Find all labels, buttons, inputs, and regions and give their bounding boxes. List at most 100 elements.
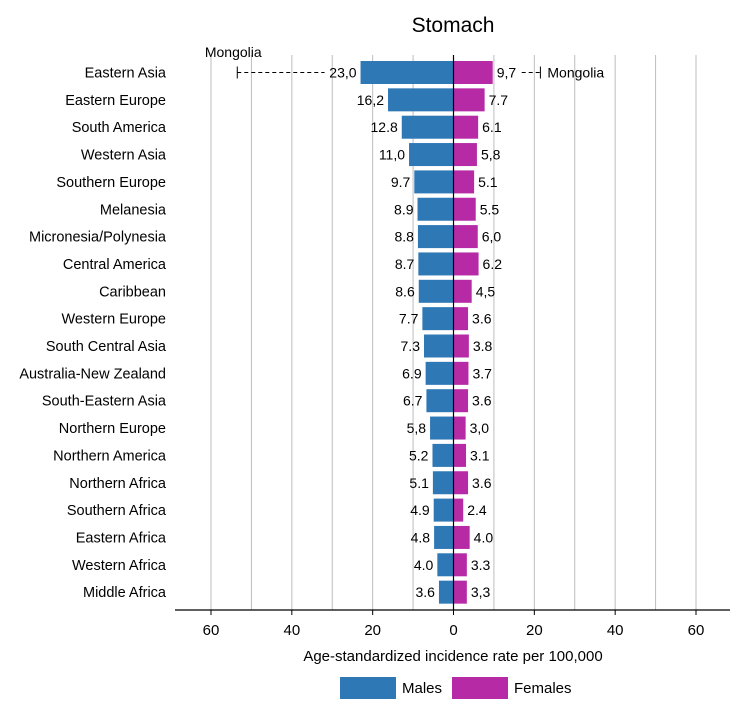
value-label-males: 5,8: [407, 420, 427, 436]
category-label: Melanesia: [100, 202, 167, 218]
category-label: Western Africa: [72, 558, 167, 574]
bar-females: [453, 252, 479, 276]
value-label-females: 3.6: [472, 311, 492, 327]
category-label: South-Eastern Asia: [42, 394, 167, 410]
value-label-males: 8.9: [394, 201, 414, 217]
bar-females: [453, 115, 479, 139]
value-label-females: 9,7: [497, 65, 517, 81]
bar-females: [453, 443, 467, 467]
category-label: Southern Europe: [56, 175, 166, 191]
bar-females: [453, 61, 493, 84]
x-tick-label: 40: [607, 622, 624, 639]
bar-females: [453, 553, 467, 577]
x-tick-label: 20: [526, 622, 543, 639]
value-label-females: 6.2: [483, 256, 503, 272]
value-label-males: 16,2: [357, 92, 384, 108]
bar-males: [418, 252, 454, 276]
value-label-females: 3.8: [473, 338, 493, 354]
value-label-males: 8.8: [394, 229, 414, 245]
bar-females: [453, 389, 469, 413]
bar-males: [388, 88, 454, 112]
value-label-females: 6.1: [482, 119, 502, 135]
bar-females: [453, 580, 467, 604]
value-label-males: 12.8: [371, 119, 398, 135]
value-label-males: 8.6: [395, 283, 415, 299]
value-label-females: 5,8: [481, 147, 501, 163]
value-label-males: 4.8: [411, 529, 431, 545]
category-label: Western Europe: [61, 312, 166, 328]
bar-females: [453, 416, 466, 440]
value-label-females: 3,0: [470, 420, 490, 436]
category-label: Northern Africa: [69, 476, 167, 492]
category-label: Northern Europe: [59, 421, 166, 437]
bar-males: [438, 580, 454, 604]
category-label: Eastern Europe: [65, 93, 166, 109]
category-label: Australia-New Zealand: [19, 366, 166, 382]
value-label-females: 3.1: [470, 447, 490, 463]
category-label: Eastern Asia: [85, 66, 167, 82]
bar-females: [453, 334, 469, 358]
category-label: Eastern Africa: [76, 530, 167, 546]
bars: [360, 61, 493, 604]
value-label-females: 3,3: [471, 584, 491, 600]
bar-females: [453, 279, 472, 303]
bar-females: [453, 498, 464, 522]
value-label-females: 3.6: [472, 393, 492, 409]
bar-females: [453, 525, 470, 549]
legend-swatch: [340, 677, 396, 699]
bar-males: [434, 525, 454, 549]
x-tick-label: 40: [283, 622, 300, 639]
bar-males: [426, 389, 454, 413]
value-label-females: 7.7: [489, 92, 509, 108]
value-label-females: 4,5: [476, 283, 496, 299]
bar-males: [430, 416, 454, 440]
bar-males: [422, 307, 454, 331]
value-label-males: 23,0: [329, 65, 356, 81]
category-label: Middle Africa: [83, 585, 167, 601]
value-label-males: 4.0: [414, 557, 434, 573]
bar-males: [423, 334, 454, 358]
value-label-males: 4.9: [410, 502, 430, 518]
value-label-females: 2.4: [467, 502, 487, 518]
bar-males: [401, 115, 454, 139]
value-label-males: 5.2: [409, 447, 429, 463]
value-label-females: 3.6: [472, 475, 492, 491]
value-label-females: 5.5: [480, 201, 500, 217]
annotation-label-males: Mongolia: [205, 44, 262, 60]
value-label-males: 3.6: [415, 584, 435, 600]
value-labels: 23,0 9,7 16,2 7.7 12.8 6.1 11,0 5,8 9.7 5.1 8.9 5.5…: [329, 65, 516, 601]
legend-swatch: [452, 677, 508, 699]
bar-males: [437, 553, 454, 577]
annotations: Mongolia Mongolia: [205, 44, 605, 81]
value-label-females: 4.0: [474, 529, 494, 545]
value-label-males: 7.7: [399, 311, 419, 327]
value-label-males: 8.7: [395, 256, 415, 272]
category-label: Southern Africa: [67, 503, 167, 519]
x-axis: 60 40 20 0 20 40 60: [175, 55, 730, 639]
value-label-females: 5.1: [478, 174, 498, 190]
category-label: Northern America: [53, 448, 167, 464]
bar-males: [414, 170, 454, 194]
chart-title: Stomach: [412, 14, 495, 37]
x-tick-label: 60: [688, 622, 705, 639]
bar-females: [453, 197, 476, 221]
bar-males: [418, 279, 454, 303]
legend: Males Females: [340, 677, 572, 699]
bar-females: [453, 143, 477, 167]
x-tick-label: 0: [449, 622, 457, 639]
category-label: Caribbean: [99, 284, 166, 300]
value-label-males: 6.9: [402, 365, 422, 381]
value-label-males: 9.7: [391, 174, 411, 190]
value-label-males: 11,0: [379, 147, 405, 163]
bar-females: [453, 361, 469, 385]
bar-males: [417, 225, 454, 249]
bar-males: [417, 197, 454, 221]
category-labels: Eastern Asia Eastern Europe South America W…: [19, 66, 167, 602]
category-label: Western Asia: [81, 148, 167, 164]
legend-label: Males: [402, 680, 442, 697]
bar-females: [453, 225, 478, 249]
bar-males: [360, 61, 454, 84]
x-axis-label: Age-standardized incidence rate per 100,…: [303, 648, 602, 665]
x-tick-label: 20: [364, 622, 381, 639]
